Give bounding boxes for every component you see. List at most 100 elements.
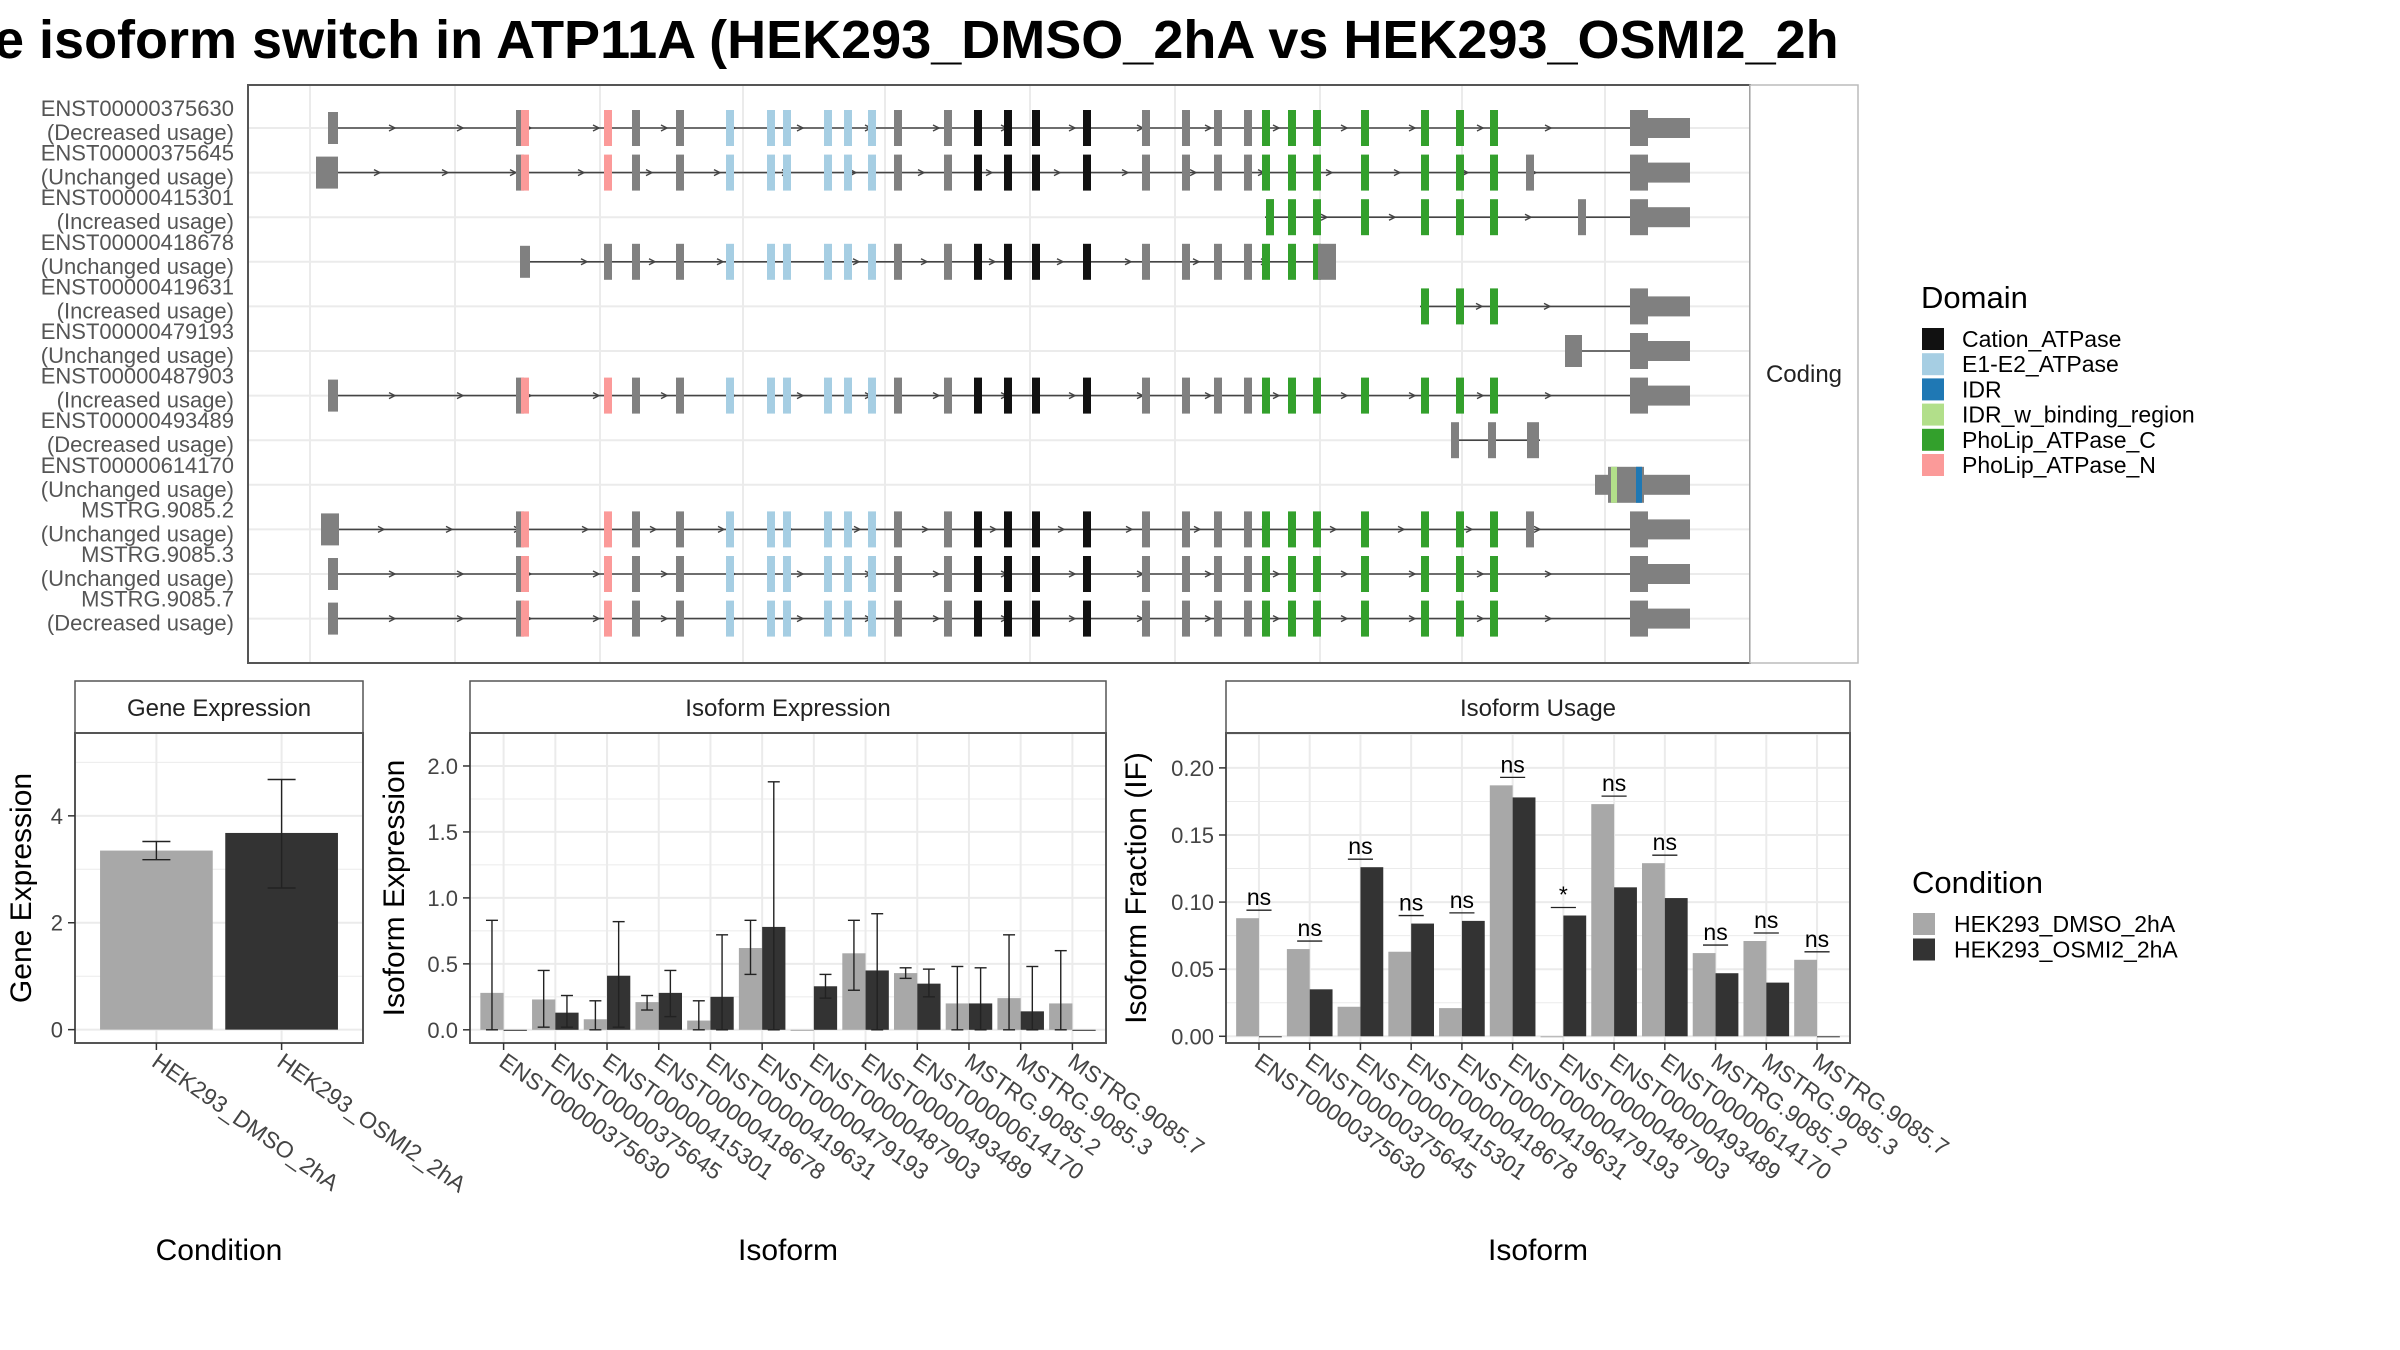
strand-arrow — [1544, 391, 1553, 400]
bar — [1236, 918, 1259, 1037]
strand-arrow — [456, 391, 465, 400]
significance-label: ns — [1348, 833, 1372, 859]
exon — [726, 243, 734, 280]
strand-arrow — [645, 168, 654, 177]
exon — [632, 110, 640, 146]
strand-arrow — [388, 124, 397, 132]
exon — [767, 556, 775, 592]
exon — [328, 558, 338, 590]
exon — [1142, 110, 1150, 146]
exon — [1421, 110, 1429, 146]
strand-arrow — [1544, 570, 1553, 578]
transcript-id-label: ENST00000493489 — [41, 408, 234, 433]
bar — [1439, 1008, 1462, 1037]
exon — [1456, 556, 1464, 592]
strand-arrow — [1068, 124, 1077, 132]
exon — [1244, 154, 1252, 191]
exon — [632, 600, 640, 637]
exon — [1313, 110, 1321, 146]
exon — [676, 243, 684, 280]
exon — [676, 110, 684, 146]
exon — [604, 556, 612, 592]
domain-legend-swatch — [1922, 328, 1944, 350]
strand-arrow — [1544, 124, 1553, 132]
transcript-id-label: MSTRG.9085.3 — [81, 542, 234, 567]
exon — [868, 377, 876, 414]
exon — [868, 110, 876, 146]
domain-legend-swatch — [1922, 403, 1944, 426]
exon — [894, 511, 902, 548]
strand-arrow — [445, 525, 454, 534]
transcript-usage-label: (Decreased usage) — [47, 432, 234, 457]
exon — [1004, 154, 1012, 191]
exon — [844, 110, 852, 146]
exon — [1083, 110, 1091, 146]
exon — [1032, 511, 1040, 548]
strand-arrow — [1544, 614, 1553, 623]
bar — [894, 973, 918, 1030]
exon — [1361, 556, 1369, 592]
exon — [1361, 511, 1369, 548]
bar — [738, 948, 763, 1030]
bar — [635, 1002, 659, 1030]
utr-3-prime — [1648, 608, 1690, 629]
utr-3-prime-block — [1630, 600, 1648, 637]
utr-3-prime — [1648, 385, 1690, 406]
exon — [767, 600, 775, 637]
bar — [1337, 1006, 1361, 1037]
significance-label: ns — [1602, 770, 1626, 796]
transcript-structure-row — [328, 377, 1690, 414]
strand-arrow — [1057, 525, 1066, 534]
transcript-usage-label: (Unchanged usage) — [41, 343, 234, 368]
exon — [1142, 377, 1150, 414]
transcript-id-label: ENST00000614170 — [41, 453, 234, 478]
exon — [868, 556, 876, 592]
strand-arrow — [985, 168, 994, 177]
strand-arrow — [388, 391, 397, 400]
exon — [1490, 199, 1498, 236]
transcript-id-label: MSTRG.9085.2 — [81, 497, 234, 522]
strand-arrow — [1204, 391, 1213, 400]
domain-legend-label: IDR_w_binding_region — [1962, 402, 2195, 428]
exon — [1214, 556, 1222, 592]
exon — [516, 600, 524, 637]
exon — [1004, 556, 1012, 592]
transcript-id-label: MSTRG.9085.7 — [81, 587, 234, 612]
exon — [944, 556, 952, 592]
utr-3-prime-block — [1630, 199, 1648, 236]
exon — [1490, 511, 1498, 548]
strand-arrow — [581, 525, 590, 534]
strand-arrow — [456, 124, 465, 132]
strand-arrow — [717, 525, 726, 534]
transcript-id-label: ENST00000375645 — [41, 141, 234, 166]
bar — [1715, 973, 1739, 1037]
panel-border — [1225, 732, 1851, 1044]
exon — [1490, 288, 1498, 325]
exon — [726, 110, 734, 146]
exon — [824, 511, 832, 548]
exon — [944, 600, 952, 637]
utr-5-prime — [1565, 335, 1582, 367]
utr-3-prime — [1648, 564, 1690, 584]
strand-arrow — [917, 168, 926, 177]
exon — [1526, 511, 1534, 548]
strand-arrow — [1388, 213, 1397, 221]
exon — [1288, 154, 1296, 191]
y-tick-label: 0.00 — [1171, 1024, 1214, 1049]
strand-arrow — [648, 258, 657, 266]
exon — [894, 243, 902, 280]
exon — [1004, 511, 1012, 548]
transcript-usage-label: (Unchanged usage) — [41, 521, 234, 546]
bar — [1692, 953, 1716, 1037]
bar — [917, 983, 941, 1030]
strand-arrow — [853, 525, 862, 534]
strand-arrow — [660, 391, 669, 400]
exon — [1313, 556, 1321, 592]
strand-arrow — [1543, 302, 1552, 311]
domain-legend-label: E1-E2_ATPase — [1962, 351, 2119, 377]
strand-arrow — [713, 168, 722, 177]
exon — [1032, 154, 1040, 191]
strand-arrow — [1124, 258, 1133, 266]
